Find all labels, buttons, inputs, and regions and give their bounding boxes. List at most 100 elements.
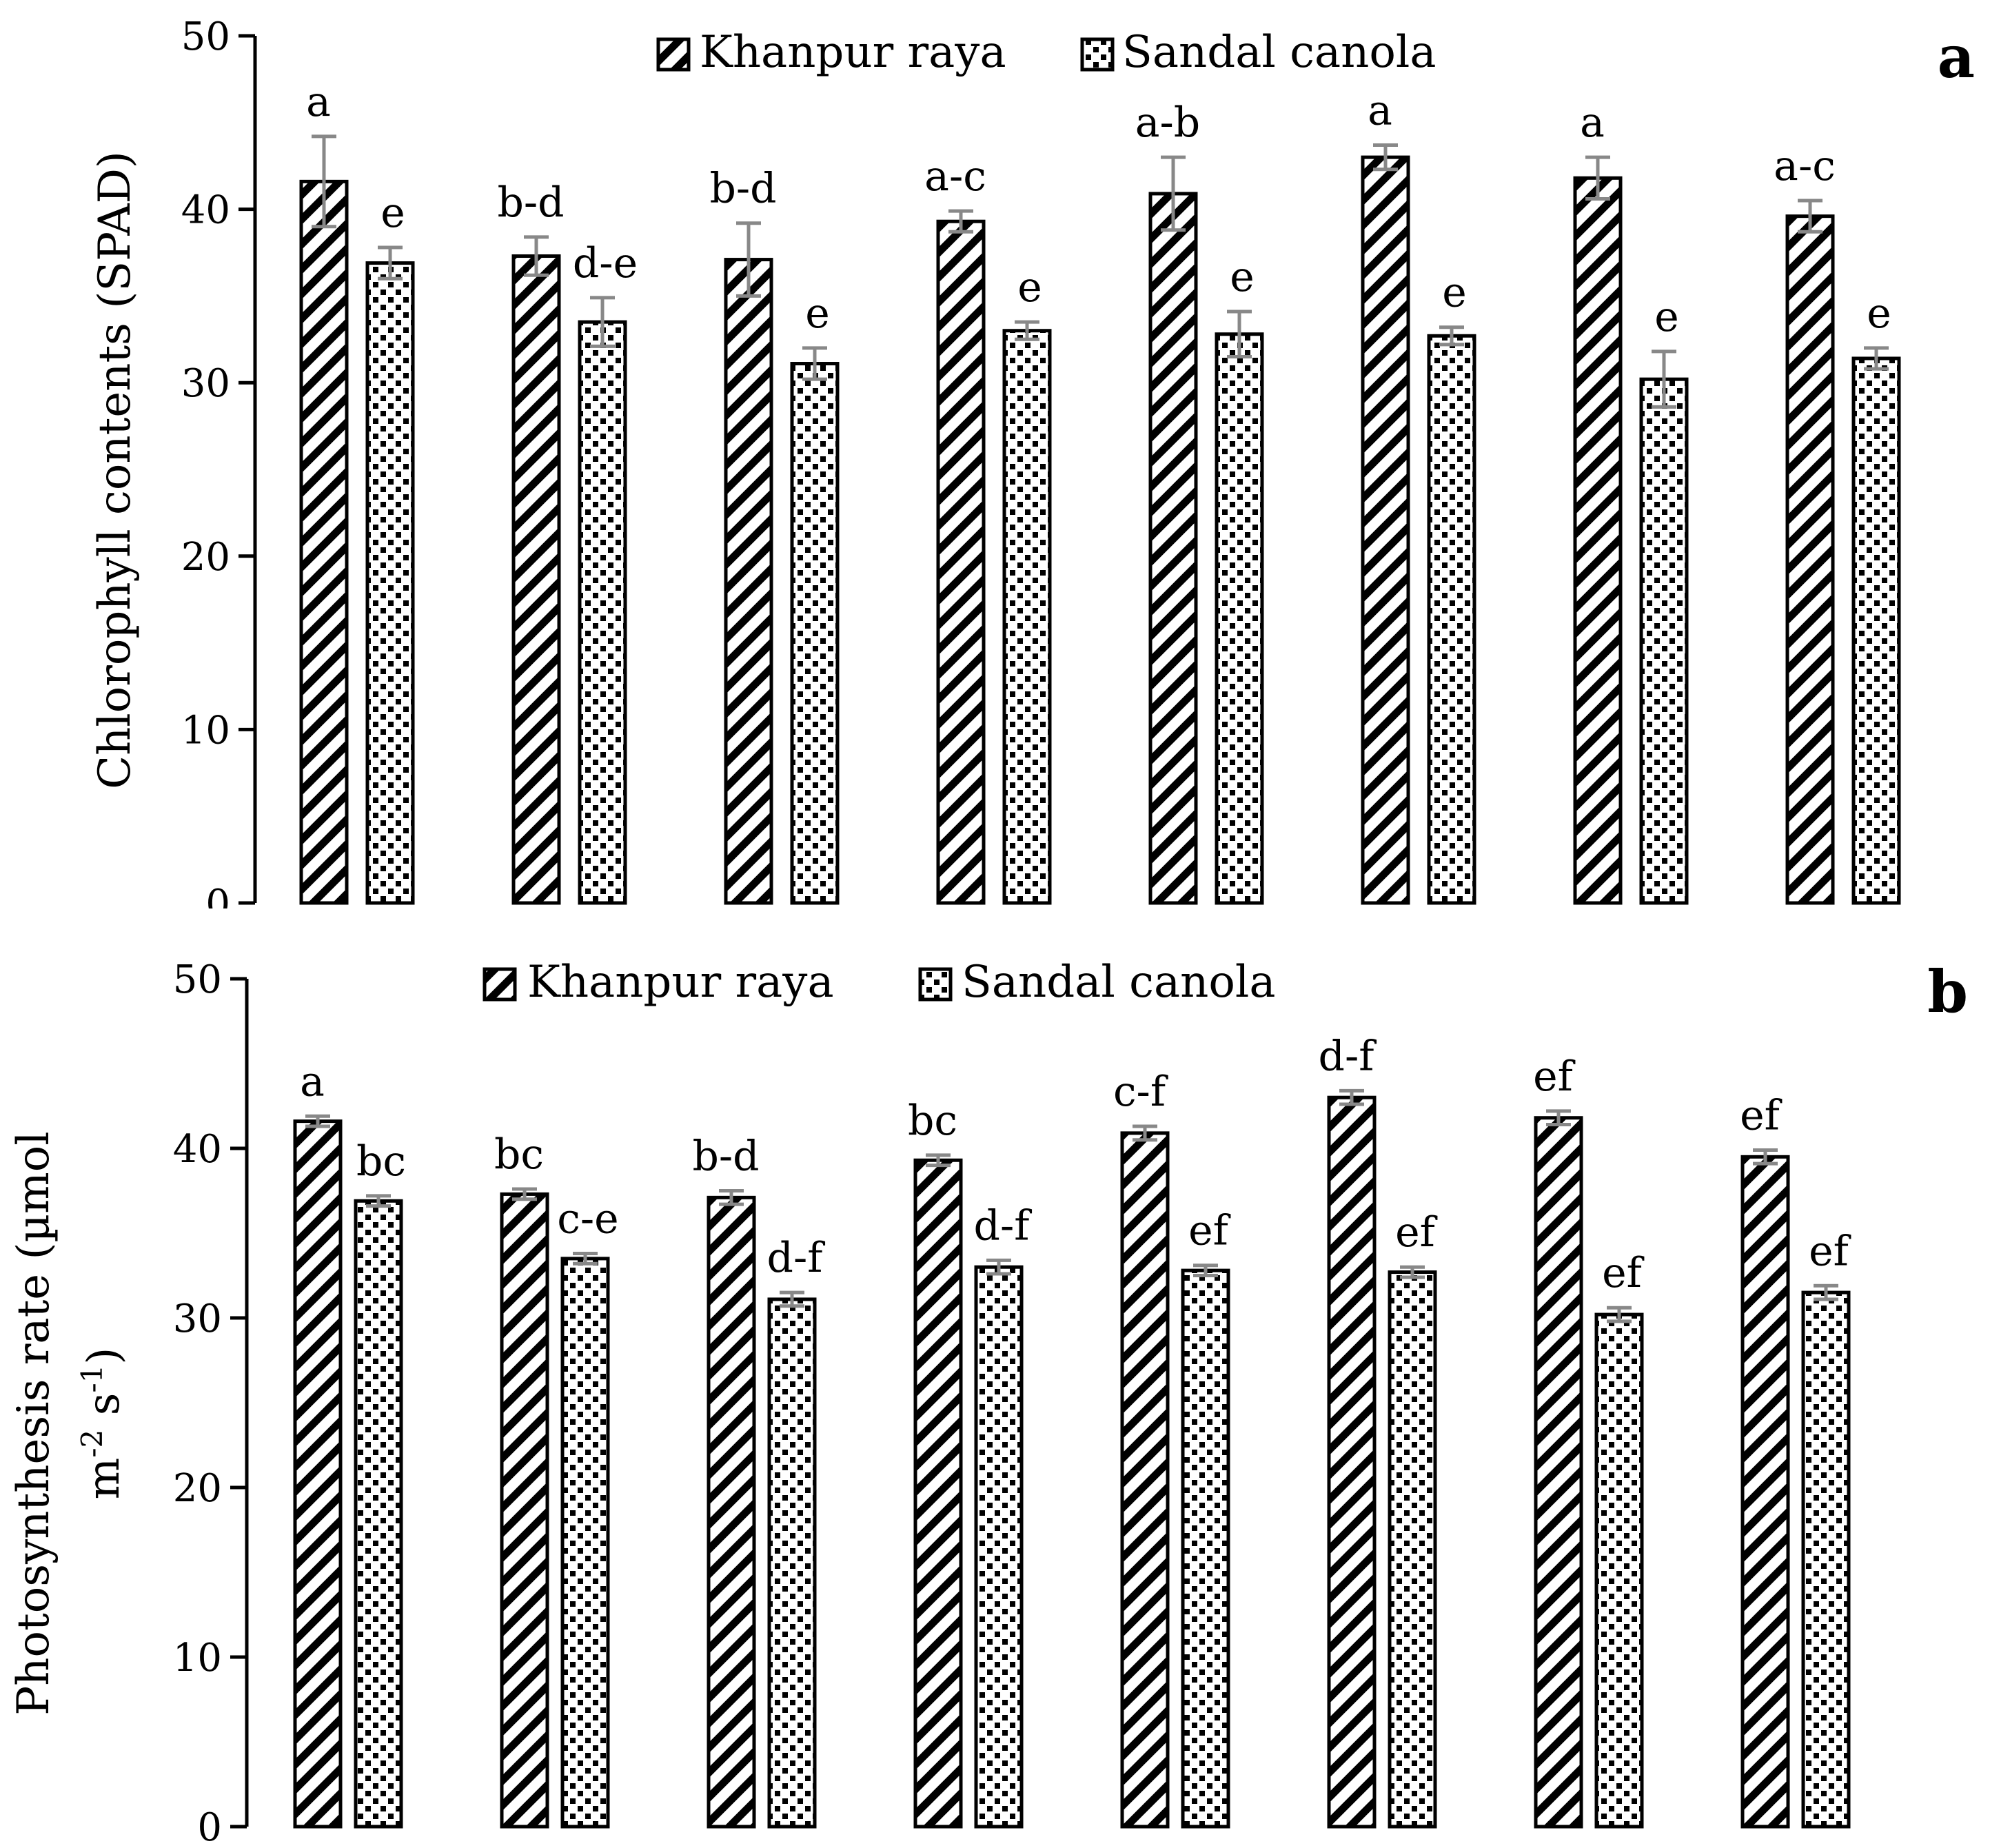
panel-b-y-unit-close: ) (79, 1348, 130, 1365)
panel-b-tag: b (1927, 957, 1968, 1026)
panel-b-legend-swatch-khanpur (483, 967, 517, 1002)
panel-a-bar-sandal-6 (1427, 334, 1476, 905)
panel-b-sig-label-khanpur-8: ef (1740, 1091, 1783, 1139)
panel-b-y-tick-label: 20 (173, 1466, 222, 1511)
panel-a-bar-khanpur-7 (1573, 176, 1623, 905)
panel-a-bar-khanpur-8 (1785, 214, 1835, 905)
panel-b-sig-label-khanpur-2: bc (494, 1130, 544, 1179)
panel-b-sig-label-sandal-6: ef (1395, 1208, 1438, 1257)
panel-b-bar-sandal-4 (974, 1265, 1024, 1829)
panel-b-bar-khanpur-1 (293, 1119, 343, 1829)
panel-a-bar-sandal-1 (365, 261, 415, 905)
panel-b-y-tick-label: 0 (197, 1805, 222, 1848)
panel-a-bar-khanpur-1 (299, 179, 349, 905)
panel-b-y-unit-exp1: -2 (75, 1430, 109, 1458)
panel-b-legend-label-sandal: Sandal canola (962, 957, 1276, 1008)
panel-b-y-axis-title: Photosynthesis rate (µmol m-2 s-1) (8, 1131, 130, 1716)
panel-b-y-unit-exp2: -1 (75, 1365, 109, 1393)
panel-b-y-tick-label: 40 (173, 1127, 222, 1172)
panel-a-sig-label-sandal-2: d-e (573, 239, 638, 287)
panel-a-legend-label-sandal: Sandal canola (1122, 27, 1436, 78)
panel-a-bar-khanpur-6 (1361, 155, 1410, 905)
panel-a-sig-label-khanpur-3: b-d (709, 165, 776, 213)
panel-a-sig-label-sandal-4: e (1017, 263, 1042, 312)
panel-a-axes: 0 10 20 30 40 50 (181, 14, 257, 926)
panel-a-legend: Khanpur raya Sandal canola (656, 27, 1436, 78)
panel-b-bar-sandal-6 (1388, 1270, 1437, 1829)
panel-a-bar-sandal-2 (578, 320, 627, 905)
panel-a-sig-label-khanpur-2: b-d (497, 179, 564, 227)
panel-b-y-tick-label: 10 (173, 1636, 222, 1681)
panel-a-bar-sandal-3 (790, 362, 840, 905)
panel-a-sig-label-sandal-3: e (805, 290, 830, 338)
panel-a-bar-sandal-8 (1851, 356, 1901, 905)
panel-b-sig-label-sandal-2: c-e (557, 1195, 618, 1243)
panel-b-bar-sandal-2 (560, 1257, 610, 1829)
panel-b-sig-label-khanpur-3: b-d (692, 1133, 759, 1181)
panel-a-y-tick-label: 30 (181, 361, 230, 406)
panel-b-bar-khanpur-3 (707, 1195, 756, 1829)
panel-b-bar-sandal-7 (1594, 1312, 1644, 1829)
panel-b-legend-swatch-sandal (918, 967, 953, 1002)
panel-a-sig-label-sandal-7: e (1654, 293, 1679, 341)
panel-a-sig-label-sandal-8: e (1867, 290, 1891, 338)
panel-a-legend-swatch-khanpur (656, 37, 691, 72)
panel-b-sig-label-sandal-3: d-f (767, 1234, 826, 1282)
panel-a-sig-label-khanpur-5: a-b (1135, 99, 1200, 147)
panel-b-y-tick-label: 50 (173, 957, 222, 1002)
panel-b-y-axis-title-line1: Photosynthesis rate (µmol (8, 1131, 59, 1716)
panel-a-sig-label-khanpur-6: a (1368, 87, 1392, 135)
panel-a-legend-label-khanpur: Khanpur raya (700, 27, 1006, 78)
panel-a-bar-khanpur-2 (511, 254, 561, 905)
panel-a-tag: a (1938, 23, 1975, 91)
panel-b-bar-khanpur-8 (1740, 1155, 1790, 1829)
panel-a-legend-swatch-sandal (1080, 37, 1115, 72)
panel-b-axes: 0 10 20 30 40 50 (173, 957, 249, 1848)
panel-b-bar-sandal-3 (767, 1297, 817, 1829)
panel-b-sig-label-sandal-5: ef (1188, 1207, 1231, 1255)
panel-a-y-tick-label: 0 (205, 882, 230, 926)
panel-a-sig-label-khanpur-7: a (1580, 99, 1605, 147)
panel-a-sig-label-khanpur-1: a (306, 78, 331, 126)
panel-b-sig-label-khanpur-6: d-f (1319, 1032, 1377, 1080)
panel-b-bar-sandal-8 (1801, 1290, 1851, 1829)
panel-a-sig-label-khanpur-8: a-c (1774, 142, 1836, 190)
panel-a-bar-sandal-5 (1215, 332, 1264, 905)
panel-a-bar-sandal-4 (1002, 329, 1052, 905)
panel-a-bar-khanpur-3 (724, 258, 773, 905)
panel-b-legend: Khanpur raya Sandal canola (483, 957, 1276, 1008)
panel-a-sig-label-sandal-6: e (1442, 269, 1467, 317)
panel-a-y-tick-label: 40 (181, 188, 230, 233)
panel-b-sig-label-khanpur-7: ef (1533, 1053, 1576, 1101)
panel-b-bar-khanpur-4 (913, 1158, 963, 1829)
panel-b-bar-khanpur-6 (1327, 1095, 1377, 1829)
panel-b-bar-sandal-5 (1181, 1268, 1230, 1829)
panel-b-sig-label-sandal-4: d-f (974, 1201, 1033, 1250)
panel-b-sig-label-sandal-7: ef (1602, 1249, 1645, 1297)
panel-b-y-unit-m: m (79, 1458, 130, 1500)
panel-a-sig-label-sandal-5: e (1230, 253, 1255, 301)
panel-a-bar-khanpur-5 (1148, 192, 1198, 905)
panel-b-y-tick-label: 30 (173, 1297, 222, 1341)
panel-b-legend-label-khanpur: Khanpur raya (527, 957, 834, 1008)
panel-b-y-unit-s: s (79, 1393, 130, 1430)
panel-b-bar-khanpur-2 (500, 1192, 549, 1829)
panel-b-bar-khanpur-7 (1534, 1116, 1583, 1829)
panel-a-sig-label-sandal-1: e (380, 189, 405, 237)
panel-b-bar-khanpur-5 (1120, 1131, 1170, 1829)
panel-b-bar-sandal-1 (354, 1199, 403, 1829)
panel-b-sig-label-sandal-8: ef (1809, 1227, 1851, 1275)
panel-a-sig-label-khanpur-4: a-c (924, 152, 986, 201)
panel-a-y-tick-label: 10 (181, 708, 230, 753)
panel-a-bar-khanpur-4 (936, 219, 986, 905)
panel-b-sig-label-khanpur-1: a (300, 1057, 325, 1106)
panel-a-y-tick-label: 20 (181, 535, 230, 580)
panel-a-y-axis-title: Chlorophyll contents (SPAD) (90, 151, 141, 789)
panel-b-sig-label-khanpur-4: bc (908, 1097, 957, 1145)
panel-a-y-tick-label: 50 (181, 14, 230, 59)
